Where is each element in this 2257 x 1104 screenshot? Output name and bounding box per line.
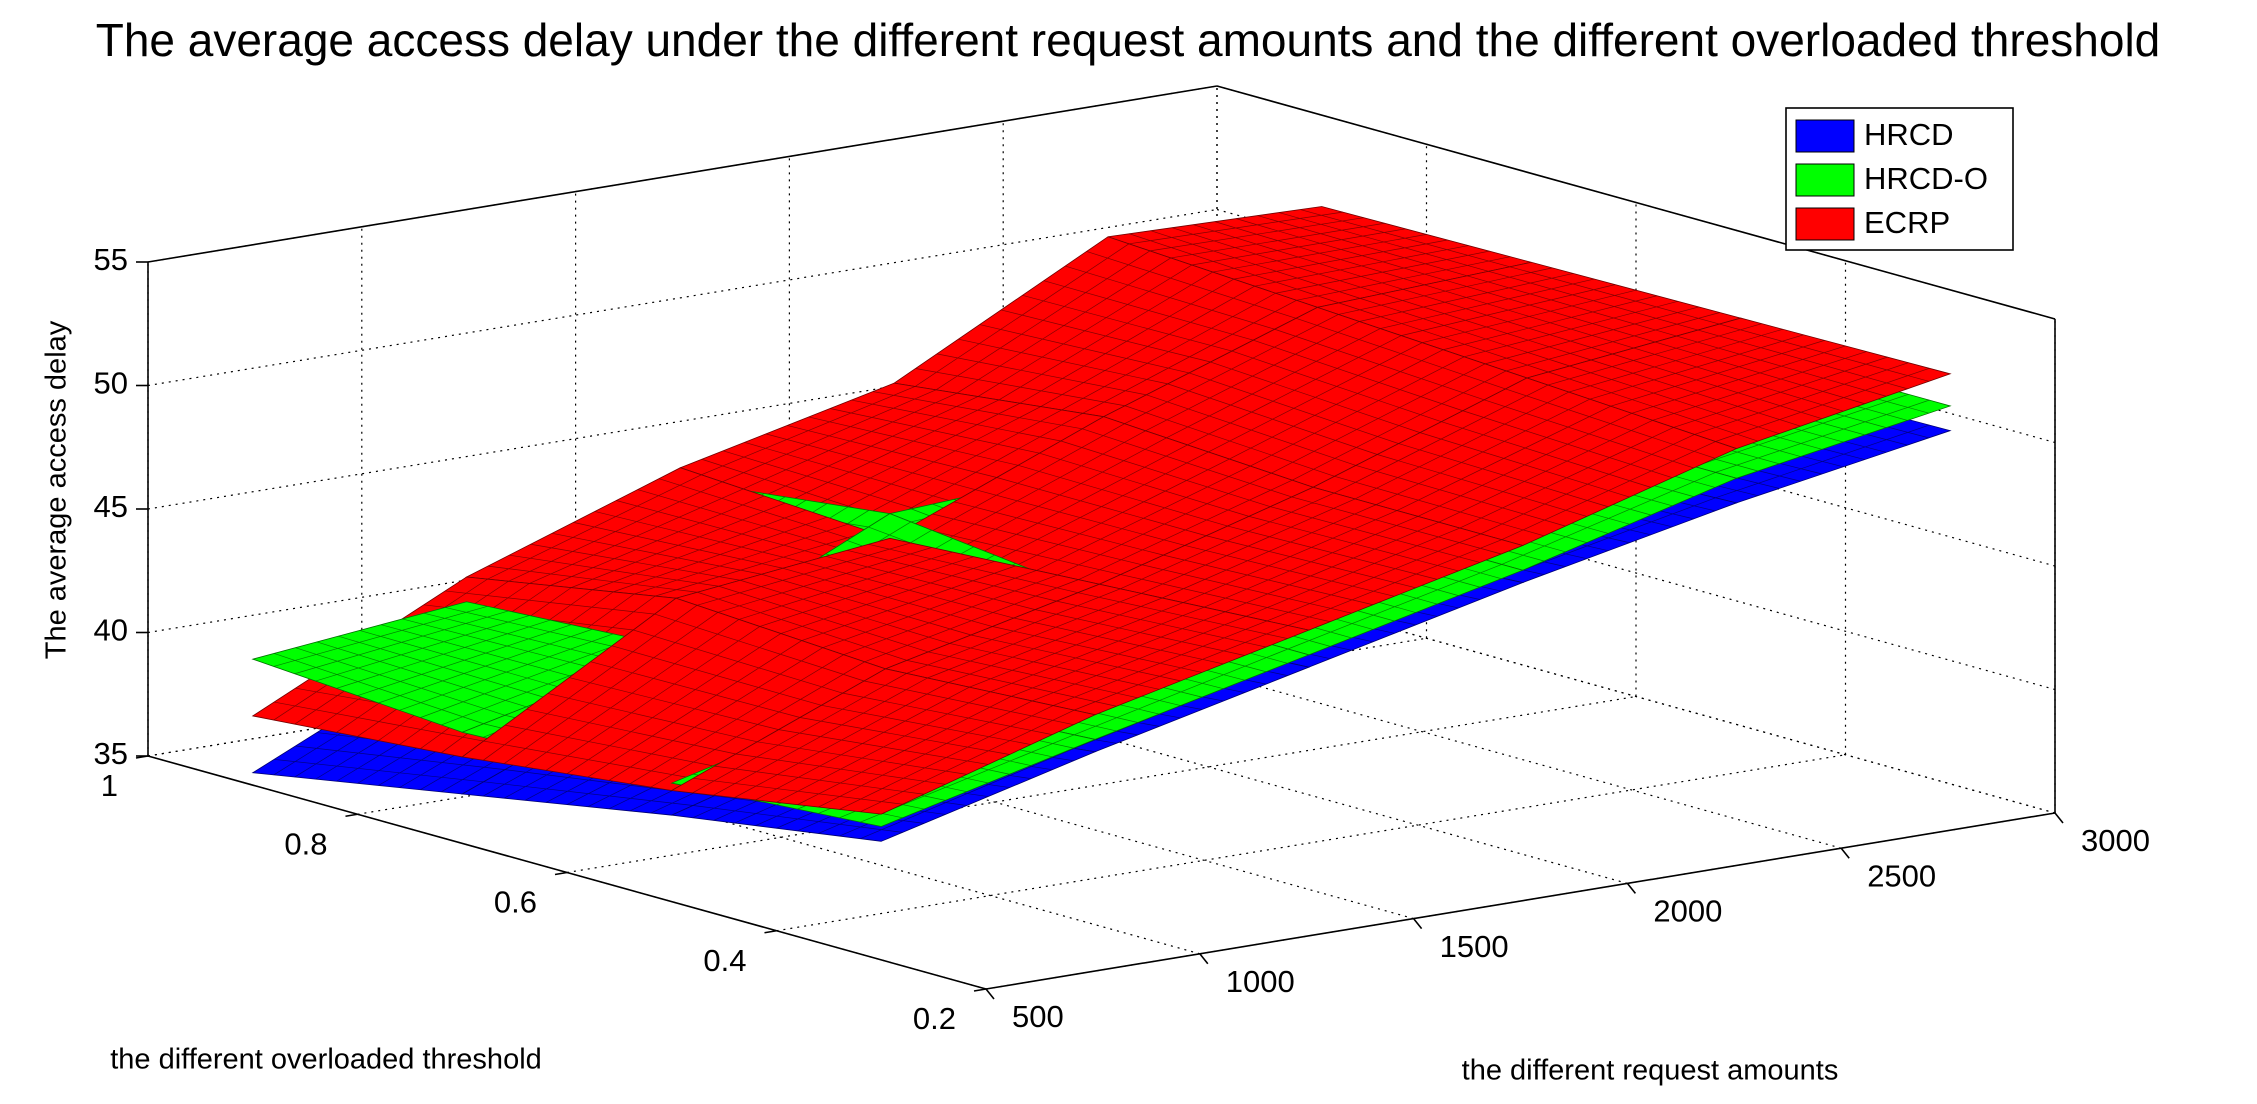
y-tick-label: 0.6 [494, 885, 537, 920]
grid-line [1216, 455, 2056, 691]
surface-patch [1102, 306, 1528, 488]
x-tick [2054, 812, 2064, 824]
surface-mesh [1120, 492, 1502, 626]
box-edge [147, 85, 1218, 263]
surface-mesh [273, 605, 656, 726]
x-tick-label: 1000 [1226, 964, 1295, 999]
surface-mesh [482, 605, 865, 788]
y-tick [554, 871, 568, 876]
surface-mesh [1124, 314, 1507, 481]
x-tick-label: 2500 [1867, 858, 1936, 893]
y-tick-label: 1 [101, 768, 118, 803]
x-tick-label: 1500 [1440, 929, 1509, 964]
surface-mesh [696, 542, 1079, 663]
z-axis-label: The average access delay [41, 320, 73, 659]
legend-label: HRCD-O [1864, 161, 1988, 196]
axis-line [985, 812, 2056, 990]
grid-line [1003, 614, 1842, 849]
y-axis-label: the different overloaded threshold [110, 1044, 542, 1076]
surface-mesh [906, 588, 1289, 711]
y-tick-label: 0.4 [703, 943, 746, 978]
surface-mesh [701, 386, 1083, 532]
grid-line [1216, 579, 2056, 814]
x-tick [1199, 953, 1209, 965]
box-edge [1216, 85, 2056, 320]
surface-quad [670, 668, 1097, 815]
x-tick-label: 3000 [2081, 823, 2150, 858]
x-tick [1626, 882, 1637, 894]
legend-swatch [1795, 163, 1855, 197]
z-tick-label: 50 [94, 366, 128, 401]
grid-line [575, 685, 1414, 920]
x-tick [1412, 918, 1423, 930]
x-axis-label: the different request amounts [1462, 1055, 1839, 1087]
x-tick-label: 2000 [1653, 894, 1722, 929]
y-tick-label: 0.2 [913, 1001, 956, 1036]
z-tick-label: 40 [94, 613, 128, 648]
y-tick-label: 0.8 [284, 826, 327, 861]
surface-mesh [1128, 209, 1511, 304]
surface-mesh [1547, 323, 1930, 442]
surface-patch [670, 668, 1097, 815]
surface-mesh [914, 243, 1297, 414]
legend: HRCD HRCD-O ECRP [1785, 107, 2014, 251]
z-tick-label: 35 [94, 736, 128, 771]
surface-mesh [910, 423, 1293, 580]
z-tick-label: 55 [94, 242, 128, 277]
x-tick [1840, 847, 1850, 859]
chart-title: The average access delay under the diffe… [96, 14, 2161, 66]
legend-swatch [1795, 119, 1855, 153]
surface-mesh [1338, 266, 1720, 373]
legend-label: ECRP [1864, 205, 1950, 240]
surface-mesh [487, 474, 870, 597]
grid-line [789, 649, 1628, 884]
legend-swatch [1795, 207, 1855, 241]
y-tick [764, 929, 777, 934]
surface-mesh [1333, 384, 1716, 541]
y-tick [973, 988, 987, 992]
y-tick [345, 813, 358, 818]
z-tick-label: 45 [94, 489, 128, 524]
surface-mesh [692, 673, 1075, 813]
x-tick-label: 500 [1012, 999, 1064, 1034]
legend-label: HRCD [1864, 117, 1954, 152]
grid-line [361, 720, 1200, 955]
x-tick [985, 988, 995, 1000]
